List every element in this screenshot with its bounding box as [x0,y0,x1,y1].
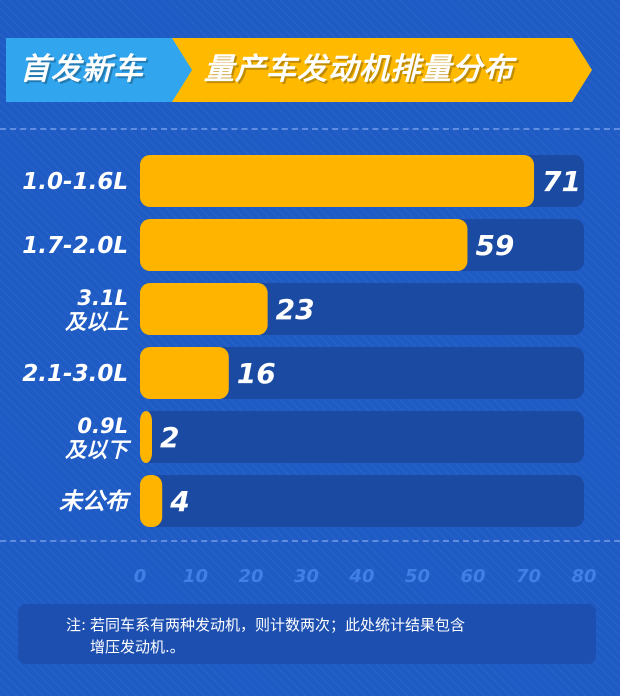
category-label: 0.9L [77,414,128,438]
top-divider [0,128,620,130]
bar [140,347,229,399]
x-tick-label: 60 [460,566,485,587]
x-tick-label: 50 [405,566,430,587]
bar [140,411,152,463]
footnote-line-1: 若同车系有两种发动机，则计数两次；此处统计结果包含 [90,616,466,634]
data-label: 16 [237,357,276,390]
category-label: 3.1L [77,286,128,310]
x-tick-label: 0 [134,566,147,587]
chart-title: 量产车发动机排量分布 [204,52,514,87]
footnote-line-2: 增压发动机.。 [90,638,185,656]
category-label: 2.1-3.0L [22,361,128,387]
data-label: 71 [542,165,581,198]
data-label: 2 [160,421,179,454]
x-tick-label: 40 [348,566,374,587]
category-label: 及以上 [65,310,129,334]
bar [140,475,163,527]
data-label: 4 [169,485,189,518]
x-tick-label: 20 [238,566,263,587]
title-banner: 量产车发动机排量分布 [172,38,592,102]
category-label: 1.0-1.6L [22,169,128,195]
bottom-divider [0,540,620,542]
category-tag-label: 首发新车 [20,52,144,87]
footnote-box: 注: 若同车系有两种发动机，则计数两次；此处统计结果包含 增压发动机.。 [18,604,596,664]
bar-track [140,347,584,399]
bar [140,219,468,271]
bar [140,283,268,335]
bar-track [140,475,584,527]
bar-track [140,411,584,463]
x-tick-label: 70 [516,566,541,587]
x-tick-label: 10 [183,566,208,587]
header-banner: 首发新车 量产车发动机排量分布 [0,38,620,102]
bar [140,155,535,207]
category-label: 未公布 [59,489,132,515]
category-label: 及以下 [65,438,132,462]
category-tag: 首发新车 [6,38,196,102]
category-label: 1.7-2.0L [22,233,128,259]
footnote-prefix: 注: [66,616,87,634]
data-label: 23 [276,293,315,326]
x-tick-label: 30 [294,566,319,587]
data-label: 59 [475,229,514,262]
x-tick-label: 80 [571,566,596,587]
